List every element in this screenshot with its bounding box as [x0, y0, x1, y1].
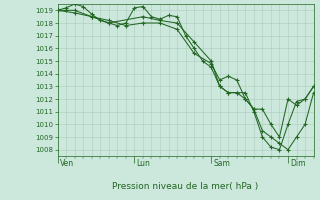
Text: Sam: Sam: [213, 159, 230, 168]
Text: Ven: Ven: [60, 159, 74, 168]
Text: Lun: Lun: [137, 159, 150, 168]
Text: Dim: Dim: [290, 159, 306, 168]
X-axis label: Pression niveau de la mer( hPa ): Pression niveau de la mer( hPa ): [112, 182, 259, 191]
